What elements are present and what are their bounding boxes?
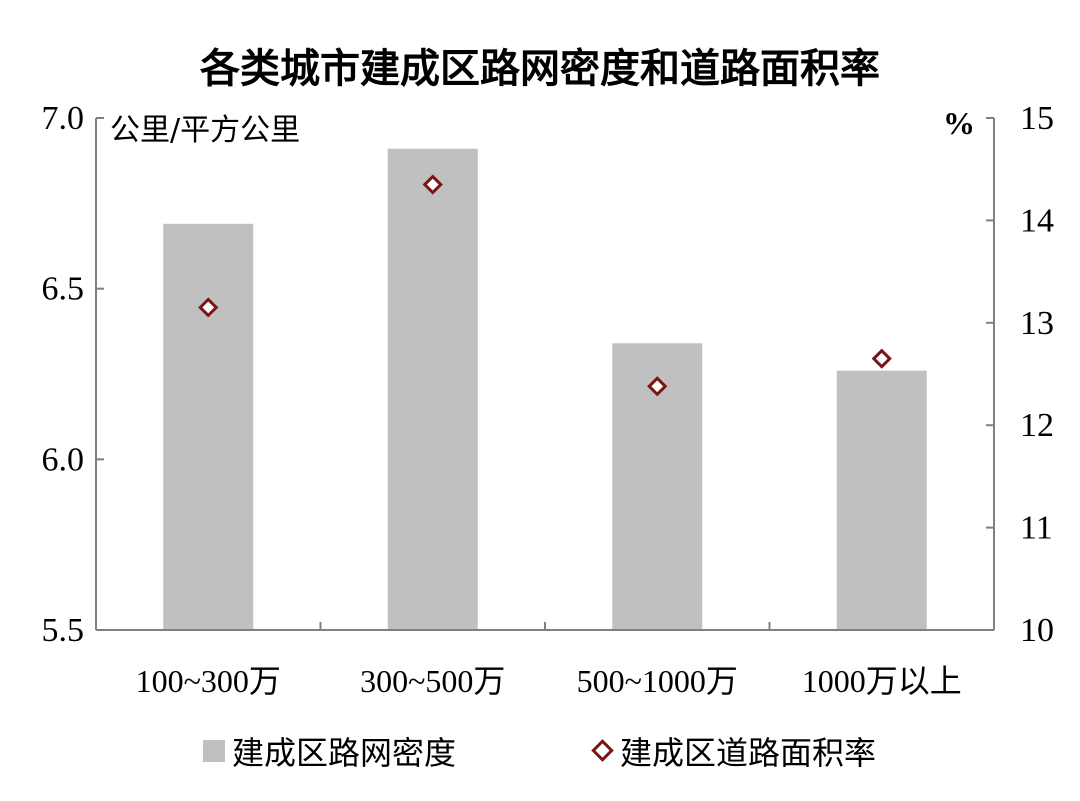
category-label: 100~300万 [136, 663, 281, 699]
left-axis-unit: 公里/平方公里 [110, 113, 300, 148]
legend-diamond-swatch [591, 739, 614, 762]
left-tick-label: 5.5 [42, 612, 85, 649]
left-tick-label: 7.0 [42, 100, 85, 137]
legend-label-bar: 建成区路网密度 [232, 734, 456, 772]
left-tick-label: 6.0 [42, 441, 85, 478]
legend: 建成区路网密度 建成区道路面积率 [203, 734, 876, 772]
right-tick-label: 12 [1020, 407, 1054, 444]
right-tick-label: 11 [1020, 510, 1053, 547]
scatter-point [422, 174, 443, 195]
bar [836, 370, 927, 630]
scatter-point [198, 297, 219, 318]
scatter-point [871, 348, 892, 369]
right-tick-label: 13 [1020, 305, 1054, 342]
right-axis-unit: % [943, 105, 975, 141]
left-tick-label: 6.5 [42, 271, 85, 308]
category-label: 1000万以上 [802, 663, 962, 699]
scatter-point [647, 376, 668, 397]
legend-label-scatter: 建成区道路面积率 [620, 734, 876, 772]
category-label: 500~1000万 [577, 663, 738, 699]
category-label: 300~500万 [360, 663, 505, 699]
right-tick-label: 10 [1020, 612, 1054, 649]
right-tick-label: 15 [1020, 100, 1054, 137]
right-tick-label: 14 [1020, 202, 1054, 239]
bar [163, 223, 254, 630]
chart-title: 各类城市建成区路网密度和道路面积率 [200, 46, 880, 92]
plot-area: 7.0 6.5 6.0 5.5 15 14 13 12 11 10 100~300万 300~500万… [42, 100, 1055, 699]
bar [387, 148, 478, 630]
legend-bar-swatch [203, 740, 225, 762]
